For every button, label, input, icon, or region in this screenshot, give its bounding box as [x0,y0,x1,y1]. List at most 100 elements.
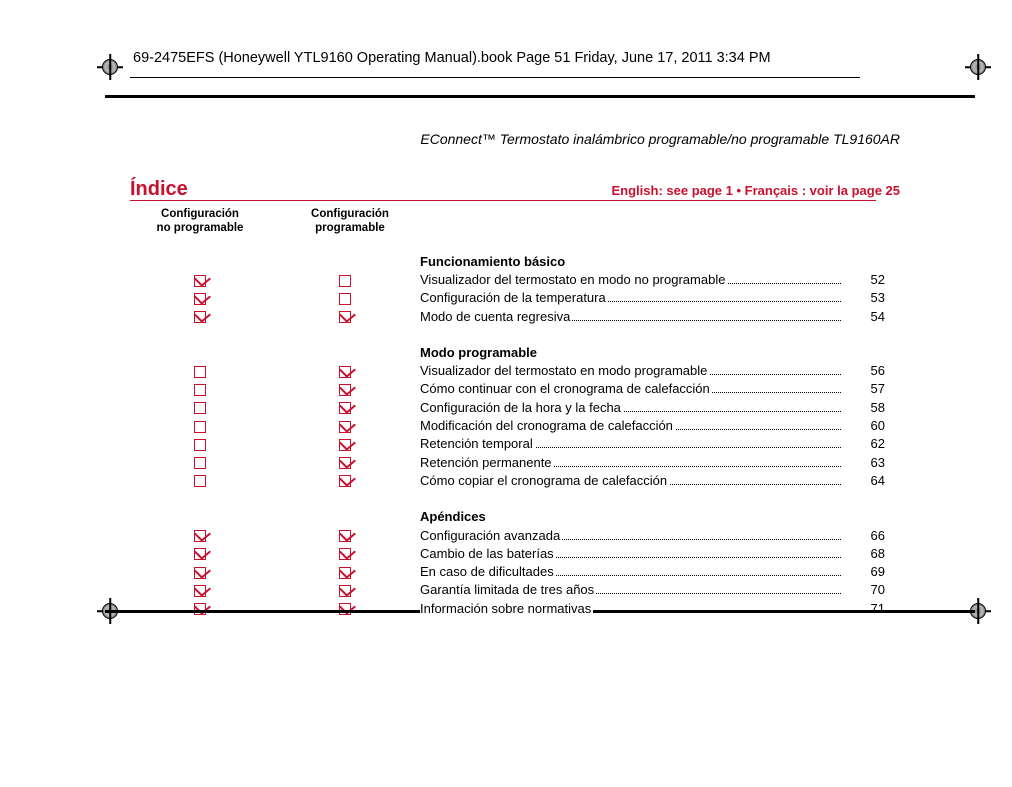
checkbox-checked-icon [194,567,206,579]
toc-entry-page: 57 [861,381,885,396]
toc-entry-text: En caso de dificultades [420,564,556,579]
toc-row: Visualizador del termostato en modo no p… [130,270,885,288]
checkbox-cell-np [130,473,270,488]
checkbox-cell-p [270,418,420,433]
toc-entry-label: Retención temporal [420,436,861,451]
toc-entry-label: Garantía limitada de tres años [420,582,861,597]
toc-entry-page: 69 [861,564,885,579]
toc-entry-page: 63 [861,455,885,470]
checkbox-checked-icon [194,548,206,560]
checkbox-cell-p [270,309,420,324]
toc-entry-page: 70 [861,582,885,597]
registration-mark-icon [965,54,991,80]
toc-entry-label: Configuración de la temperatura [420,290,861,305]
toc-entry-text: Configuración avanzada [420,528,562,543]
toc-entry-page: 60 [861,418,885,433]
checkbox-cell-np [130,290,270,305]
registration-mark-icon [97,54,123,80]
checkbox-checked-icon [339,311,351,323]
checkbox-cell-np [130,528,270,543]
section-title: Índice [130,178,188,201]
toc-section-heading: Apéndices [130,508,885,526]
toc-entry-label: Visualizador del termostato en modo prog… [420,363,861,378]
column-header-line1: Configuración [311,208,389,220]
toc-entry-page: 58 [861,400,885,415]
toc-entry-page: 52 [861,272,885,287]
toc-heading-label: Modo programable [420,345,861,360]
checkbox-checked-icon [339,366,351,378]
toc-entry-text: Garantía limitada de tres años [420,582,596,597]
checkbox-checked-icon [339,530,351,542]
toc-row: Cómo continuar con el cronograma de cale… [130,380,885,398]
checkbox-cell-p [270,381,420,396]
checkbox-checked-icon [339,384,351,396]
toc-entry-text: Visualizador del termostato en modo prog… [420,363,709,378]
toc-entry-page: 68 [861,546,885,561]
checkbox-checked-icon [194,293,206,305]
book-header-line: 69-2475EFS (Honeywell YTL9160 Operating … [133,50,771,66]
language-links: English: see page 1 • Français : voir la… [612,183,901,198]
checkbox-cell-np [130,400,270,415]
checkbox-cell-np [130,381,270,396]
checkbox-empty-icon [194,475,206,487]
table-of-contents: Funcionamiento básico Visualizador del te… [130,252,885,617]
checkbox-cell-p [270,290,420,305]
checkbox-empty-icon [339,293,351,305]
toc-entry-text: Retención temporal [420,436,535,451]
toc-entry-text: Modo de cuenta regresiva [420,309,572,324]
bold-rule-top [105,95,975,98]
toc-row: Retención temporal 62 [130,435,885,453]
toc-heading-label: Apéndices [420,509,861,524]
checkbox-checked-icon [339,548,351,560]
toc-entry-text: Cómo continuar con el cronograma de cale… [420,381,712,396]
toc-entry-text: Retención permanente [420,455,554,470]
toc-entry-label: Modo de cuenta regresiva [420,309,861,324]
checkbox-cell-p [270,455,420,470]
checkbox-cell-p [270,363,420,378]
checkbox-empty-icon [194,384,206,396]
toc-section-heading: Funcionamiento básico [130,252,885,270]
checkbox-cell-p [270,473,420,488]
checkbox-cell-np [130,455,270,470]
checkbox-cell-p [270,272,420,287]
checkbox-cell-p [270,582,420,597]
toc-entry-label: Cómo continuar con el cronograma de cale… [420,381,861,396]
checkbox-checked-icon [194,530,206,542]
section-spacer [130,490,885,508]
toc-entry-page: 54 [861,309,885,324]
toc-row: Configuración de la hora y la fecha 58 [130,398,885,416]
checkbox-cell-np [130,546,270,561]
checkbox-checked-icon [339,567,351,579]
checkbox-checked-icon [339,421,351,433]
toc-entry-text: Cómo copiar el cronograma de calefacción [420,473,669,488]
checkbox-empty-icon [194,421,206,433]
toc-entry-page: 66 [861,528,885,543]
product-line: EConnect™ Termostato inalámbrico program… [420,131,900,147]
red-rule [130,200,876,201]
checkbox-cell-p [270,528,420,543]
checkbox-cell-p [270,601,420,616]
toc-row: Información sobre normativas 71 [130,599,885,617]
toc-entry-label: Visualizador del termostato en modo no p… [420,272,861,287]
checkbox-empty-icon [194,366,206,378]
toc-entry-page: 56 [861,363,885,378]
checkbox-cell-p [270,400,420,415]
checkbox-cell-np [130,436,270,451]
checkbox-cell-np [130,582,270,597]
toc-entry-label: Retención permanente [420,455,861,470]
toc-entry-label: Configuración de la hora y la fecha [420,400,861,415]
checkbox-empty-icon [194,402,206,414]
toc-row: Cambio de las baterías 68 [130,544,885,562]
checkbox-checked-icon [339,457,351,469]
toc-heading-label: Funcionamiento básico [420,254,861,269]
column-header-line2: no programable [157,222,244,234]
checkbox-checked-icon [194,585,206,597]
toc-row: Cómo copiar el cronograma de calefacción… [130,471,885,489]
checkbox-cell-p [270,564,420,579]
thin-rule [130,77,860,78]
checkbox-empty-icon [194,457,206,469]
toc-entry-text: Visualizador del termostato en modo no p… [420,272,727,287]
toc-entry-page: 64 [861,473,885,488]
checkbox-checked-icon [194,275,206,287]
column-header-line1: Configuración [161,208,239,220]
